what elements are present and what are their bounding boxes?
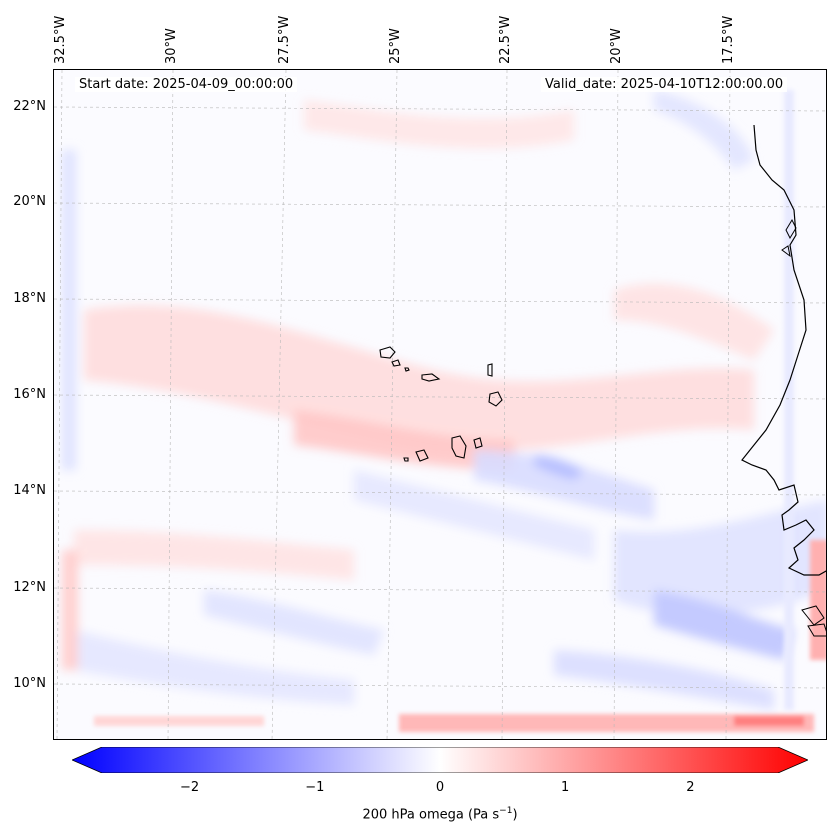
lat-label-12n: 12°N (13, 580, 46, 595)
start-date-label: Start date: 2025-04-09_00:00:00 (75, 77, 298, 92)
lat-label-16n: 16°N (13, 387, 46, 402)
lon-label-20w: 20°W (609, 28, 624, 64)
lon-label-32-5w: 32.5°W (53, 15, 68, 64)
omega-contour-fill (62, 90, 826, 710)
cb-tick-pos2: 2 (686, 780, 695, 795)
omega-edge-strip (94, 90, 826, 732)
lon-label-25w: 25°W (388, 28, 403, 64)
colorbar-body (72, 747, 808, 773)
valid-date-label: Valid_date: 2025-04-10T12:00:00.00 (541, 77, 788, 92)
lat-label-20n: 20°N (13, 194, 46, 209)
cb-tick-zero: 0 (435, 780, 445, 795)
map-panel[interactable] (53, 69, 827, 740)
omega-field-map (54, 70, 826, 739)
africa-coastline (741, 124, 826, 576)
colorbar (72, 747, 808, 773)
lon-label-17-5w: 17.5°W (721, 15, 736, 64)
lon-label-22-5w: 22.5°W (498, 15, 513, 64)
lat-label-18n: 18°N (13, 291, 46, 306)
lon-label-30w: 30°W (164, 28, 179, 64)
cb-tick-neg1: −1 (305, 780, 325, 795)
lat-label-22n: 22°N (13, 99, 46, 114)
colorbar-label-main: 200 hPa omega (Pa s (362, 807, 500, 823)
graticule (54, 70, 826, 739)
cb-tick-pos1: 1 (561, 780, 570, 795)
lat-label-14n: 14°N (13, 483, 46, 498)
colorbar-label-sup: −1 (499, 806, 513, 816)
lat-label-10n: 10°N (13, 676, 46, 691)
colorbar-label: 200 hPa omega (Pa s−1) (0, 806, 837, 822)
colorbar-label-end: ) (512, 807, 518, 823)
cb-tick-neg2: −2 (180, 780, 200, 795)
cape-verde-islands (379, 346, 503, 462)
lon-label-27-5w: 27.5°W (277, 15, 292, 64)
coastline-detail (781, 218, 826, 637)
